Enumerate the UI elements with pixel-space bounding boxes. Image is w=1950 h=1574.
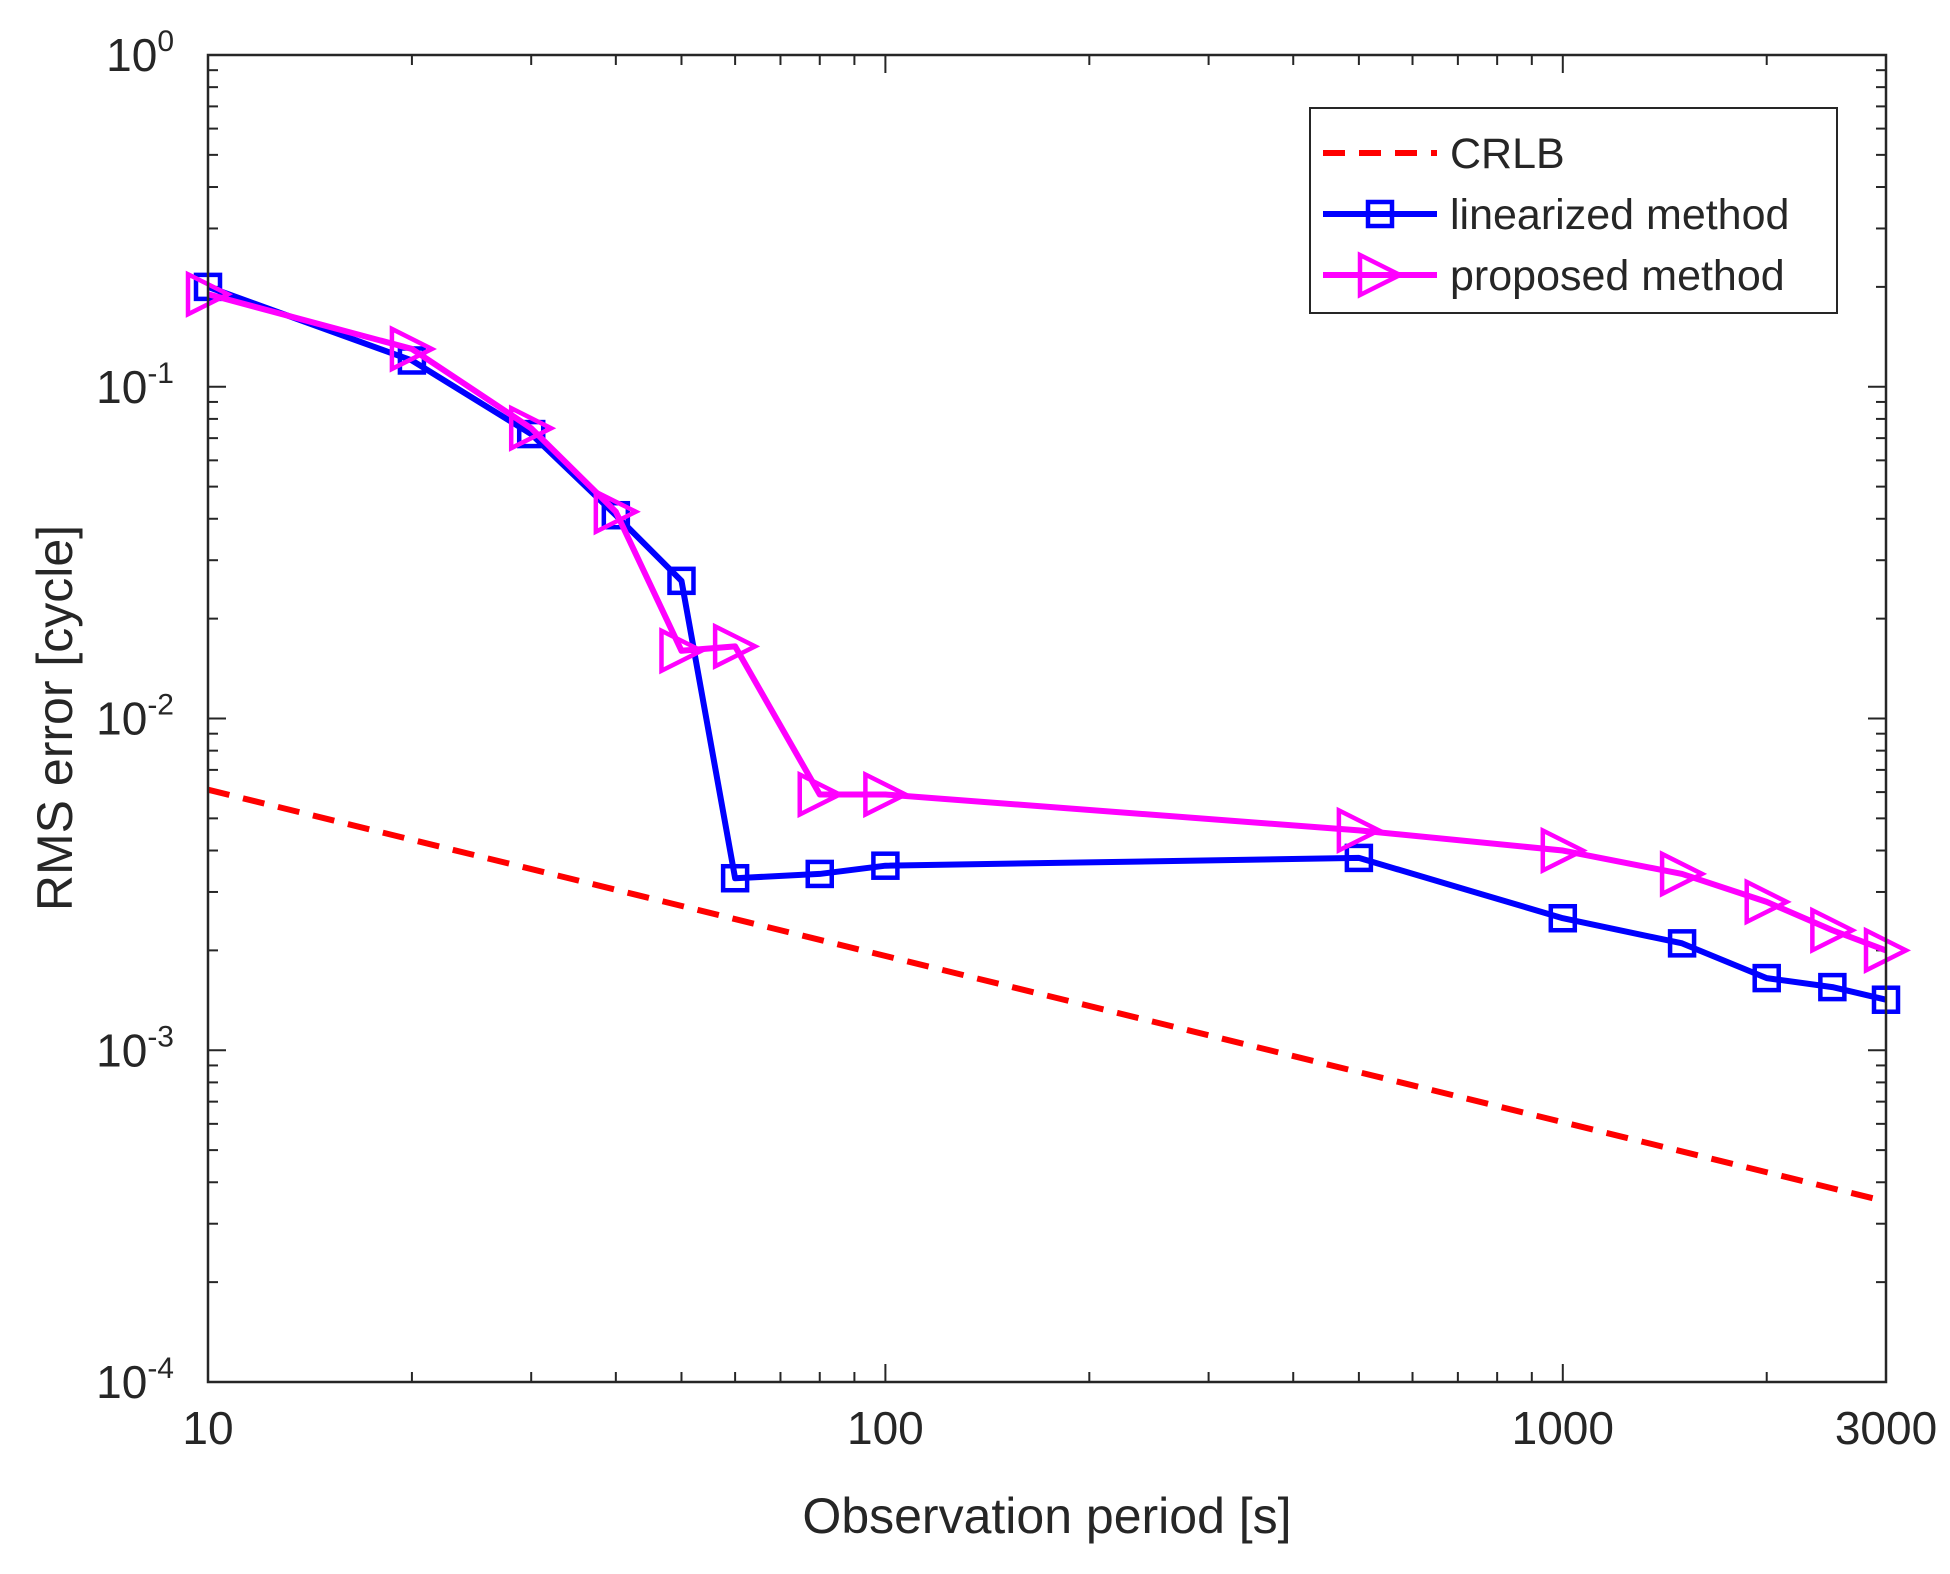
y-tick-label: 10-2	[96, 689, 174, 745]
square-marker	[1667, 929, 1697, 958]
tick-labels: 10 100 1000 3000 100 10-1 10-2 10-3 10-4	[96, 25, 1937, 1454]
triangle-marker	[712, 622, 761, 670]
data-series	[185, 270, 1912, 1205]
triangle-marker	[1810, 906, 1858, 954]
square-marker	[1365, 199, 1395, 229]
triangle-marker	[659, 627, 707, 675]
square-marker	[1818, 972, 1847, 1002]
triangle-marker	[1659, 850, 1708, 898]
y-axis-label: RMS error [cycle]	[27, 525, 83, 911]
square-marker	[1752, 963, 1781, 993]
square-marker	[805, 859, 835, 889]
legend: CRLB linearized method proposed method	[1309, 107, 1838, 314]
triangle-marker	[1336, 806, 1384, 855]
triangle-marker	[593, 488, 641, 536]
triangle-marker	[797, 770, 845, 819]
x-tick-label: 10	[182, 1402, 233, 1454]
x-tick-label: 3000	[1835, 1402, 1937, 1454]
y-tick-label: 100	[106, 25, 174, 81]
legend-label: linearized method	[1450, 191, 1789, 239]
y-tick-label: 10-1	[96, 357, 174, 413]
square-marker	[720, 863, 750, 893]
triangle-marker	[1744, 878, 1792, 926]
triangle-marker	[508, 404, 557, 452]
triangle-marker	[1357, 251, 1406, 299]
plot-frame	[206, 53, 1888, 1384]
x-axis-label: Observation period [s]	[802, 1488, 1291, 1544]
triangle-marker	[1540, 826, 1588, 875]
triangle-marker	[863, 770, 911, 819]
legend-label: proposed method	[1450, 252, 1785, 300]
triangle-marker	[389, 325, 437, 373]
y-tick-label: 10-3	[96, 1020, 174, 1076]
legend-label: CRLB	[1450, 130, 1565, 178]
square-marker	[1548, 903, 1578, 933]
x-tick-label: 1000	[1512, 1402, 1614, 1454]
series-line	[207, 291, 1888, 954]
series-proposed-method	[185, 270, 1912, 975]
legend-box	[1309, 107, 1838, 314]
square-marker	[1344, 843, 1374, 873]
square-marker	[667, 566, 696, 596]
square-marker	[871, 851, 900, 880]
x-tick-label: 100	[847, 1402, 924, 1454]
series-linearized-method	[193, 272, 1901, 1014]
y-tick-label: 10-4	[96, 1352, 174, 1408]
axis-ticks	[207, 54, 1887, 1383]
